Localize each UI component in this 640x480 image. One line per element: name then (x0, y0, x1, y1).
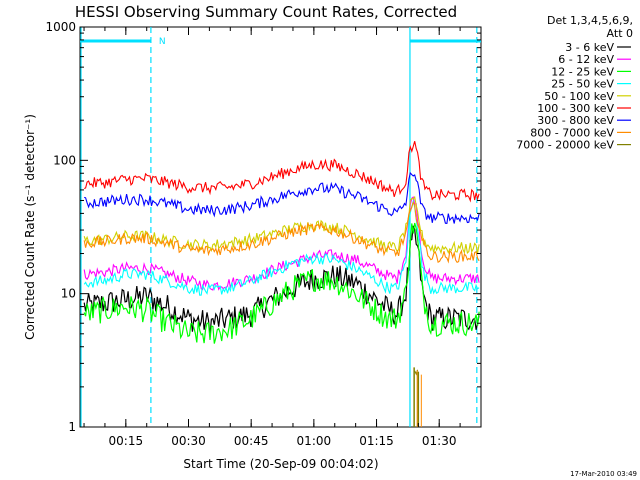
x-tick-label: 01:30 (422, 434, 457, 448)
y-axis-label: Corrected Count Rate (s⁻¹ detector⁻¹) (23, 114, 37, 340)
legend-label: 6 - 12 keV (558, 53, 614, 66)
legend-label: 3 - 6 keV (565, 41, 614, 54)
legend-label: 800 - 7000 keV (530, 126, 614, 139)
x-tick-label: 00:15 (109, 434, 144, 448)
plot-area: N (79, 26, 482, 428)
y-tick-label: 100 (53, 153, 76, 167)
flag-label: N (159, 37, 166, 47)
series-line-6 (84, 171, 480, 225)
y-tick-label: 10 (61, 287, 76, 301)
series-line-4 (83, 195, 480, 255)
x-tick-label: 00:45 (234, 434, 269, 448)
x-axis-label: Start Time (20-Sep-09 00:04:02) (183, 457, 378, 471)
y-axis: 1 10 100 1000 (45, 20, 481, 434)
chart-title: HESSI Observing Summary Count Rates, Cor… (75, 3, 457, 21)
x-tick-label: 01:00 (297, 434, 332, 448)
legend-label: 100 - 300 keV (537, 102, 614, 115)
legend-header-line-1: Det 1,3,4,5,6,9, (547, 14, 633, 27)
timestamp-label: 17-Mar-2010 03:49 (570, 470, 637, 478)
marker-lines (80, 27, 478, 427)
legend-label: 50 - 100 keV (544, 90, 614, 103)
legend-label: 7000 - 20000 keV (516, 139, 614, 152)
series-line-5 (84, 141, 480, 203)
series-line-2 (83, 222, 480, 344)
x-axis: 00:15 00:30 00:45 01:00 01:15 01:30 (83, 27, 482, 448)
legend-label: 12 - 25 keV (551, 65, 614, 78)
series-line-7 (83, 200, 480, 264)
legend-label: 25 - 50 keV (551, 78, 614, 91)
legend-header-line-2: Att 0 (607, 27, 633, 40)
y-tick-label: 1000 (45, 20, 76, 34)
x-tick-label: 00:30 (171, 434, 206, 448)
plot-frame (79, 26, 482, 428)
series-lines (83, 141, 480, 427)
legend-label: 300 - 800 keV (537, 114, 614, 127)
y-tick-label: 1 (68, 420, 76, 434)
flag-bars: N (80, 37, 481, 47)
x-tick-label: 01:15 (359, 434, 394, 448)
